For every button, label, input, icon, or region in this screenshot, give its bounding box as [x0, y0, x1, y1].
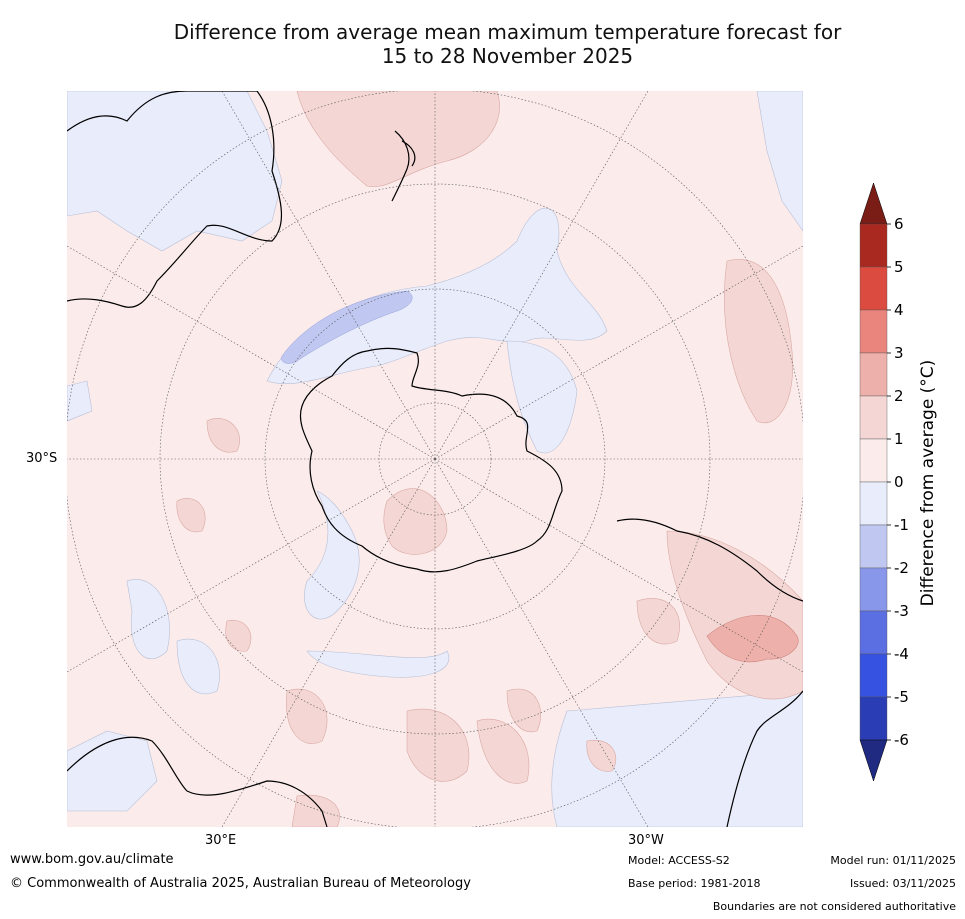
colorbar-tick-label: 3: [894, 344, 904, 362]
coastlines: [67, 91, 803, 827]
colorbar-tick-label: -1: [894, 516, 909, 534]
antarctica-coast: [299, 347, 563, 573]
issued-text: Issued: 03/11/2025: [849, 877, 956, 890]
cool-anomaly-regions: [67, 91, 803, 827]
colorbar-tick-label: -5: [894, 688, 909, 706]
colorbar-tick-label: 1: [894, 430, 904, 448]
colorbar-tick-label: 4: [894, 301, 904, 319]
disclaimer-text: Boundaries are not considered authoritat…: [712, 900, 956, 913]
colorbar-bin: [859, 438, 888, 483]
colorbar-bin: [859, 481, 888, 526]
copyright-text: © Commonwealth of Australia 2025, Austra…: [10, 876, 471, 891]
colorbar-bin: [859, 309, 888, 354]
colorbar-tick-label: -6: [894, 731, 909, 749]
colorbar-tick-label: -2: [894, 559, 909, 577]
colorbar-bin: [859, 653, 888, 698]
africa-coast: [67, 736, 328, 827]
graticule: [67, 91, 803, 827]
south-america-coast: [616, 518, 803, 827]
colorbar-bin: [859, 524, 888, 569]
title-line-2: 15 to 28 November 2025: [381, 44, 634, 68]
colorbar-tick-label: 2: [894, 387, 904, 405]
new-zealand-coast: [391, 130, 416, 202]
colorbar-bin: [859, 223, 888, 268]
colorbar-bin: [859, 352, 888, 397]
colorbar-tick-label: 0: [894, 473, 904, 491]
colorbar-extend-high: [859, 182, 888, 225]
colorbar-tick-label: -3: [894, 602, 909, 620]
lon-label-30w: 30°W: [628, 833, 664, 848]
model-text: Model: ACCESS-S2: [628, 854, 730, 867]
colorbar-tick-label: 6: [894, 215, 904, 233]
australia-coast: [67, 91, 283, 308]
base-period-text: Base period: 1981-2018: [628, 877, 761, 890]
colorbar-bin: [859, 266, 888, 311]
cold-band: [281, 290, 413, 364]
title-line-1: Difference from average mean maximum tem…: [173, 20, 842, 44]
colorbar-bin: [859, 696, 888, 741]
colorbar-bin: [859, 395, 888, 440]
chart-title: Difference from average mean maximum tem…: [60, 20, 955, 68]
lon-label-30e: 30°E: [205, 833, 237, 848]
website-link[interactable]: www.bom.gov.au/climate: [10, 852, 174, 867]
lat-label-30s: 30°S: [26, 451, 58, 466]
colorbar-tick-label: 5: [894, 258, 904, 276]
model-run-text: Model run: 01/11/2025: [830, 854, 956, 867]
colorbar-extend-low: [859, 739, 888, 782]
colorbar: 6 5 4 3 2 1 0 -1 -2 -3 -4 -5 -6: [856, 180, 961, 785]
colorbar-tick-label: -4: [894, 645, 909, 663]
colorbar-label: Difference from average (°C): [918, 359, 938, 607]
polar-map: [67, 91, 803, 827]
colorbar-bin: [859, 610, 888, 655]
colorbar-bin: [859, 567, 888, 612]
hot-anomaly-region: [706, 615, 799, 663]
